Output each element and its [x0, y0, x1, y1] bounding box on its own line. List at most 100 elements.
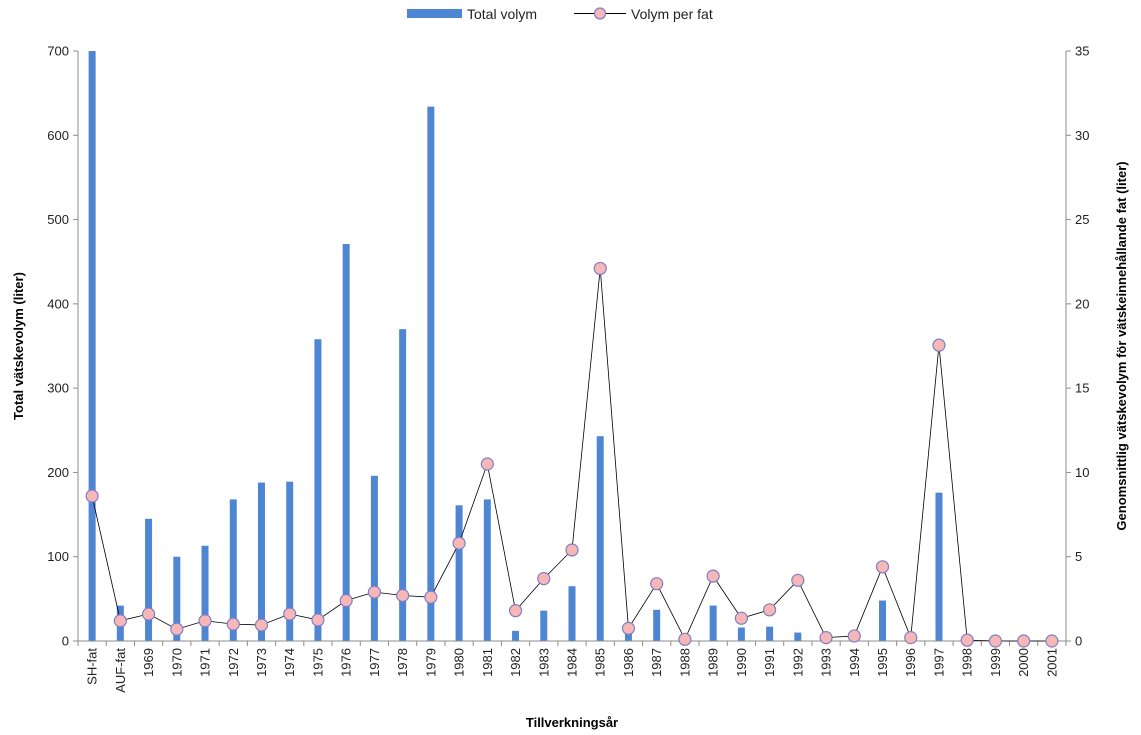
x-tick-label-1973: 1973: [254, 648, 269, 677]
point-1985: [593, 261, 607, 276]
point-1974: [283, 607, 297, 621]
y-tick-left-label: 500: [47, 212, 69, 227]
x-tick-label-1980: 1980: [452, 648, 467, 677]
bar-1987: [653, 609, 661, 641]
bar-1995: [879, 600, 887, 641]
point-1975: [311, 613, 325, 627]
y-tick-right-label: 30: [1075, 128, 1089, 143]
bar-SH-fat: [88, 51, 96, 641]
y-tick-right-label: 35: [1075, 44, 1089, 59]
x-tick-label-1994: 1994: [847, 648, 862, 677]
point-1993: [819, 631, 833, 645]
x-tick-label-1978: 1978: [395, 648, 410, 677]
point-1969: [141, 607, 156, 621]
point-2001: [1045, 634, 1059, 648]
y-tick-left-label: 200: [47, 465, 69, 480]
x-tick-label-AUF-fat: AUF-fat: [113, 648, 128, 693]
bar-1986: [624, 630, 632, 641]
bar-1974: [286, 481, 294, 641]
x-tick-label-1985: 1985: [593, 648, 608, 677]
x-tick-label-1993: 1993: [819, 648, 834, 677]
point-1976: [339, 593, 353, 608]
point-1978: [396, 588, 410, 603]
y-ticks-left: 0 100 200 300 400 500 600 700: [47, 44, 78, 649]
x-tick-label-SH-fat: SH-fat: [85, 648, 100, 685]
x-axis-title: Tillverkningsår: [526, 715, 618, 730]
x-tick-label-1972: 1972: [226, 648, 241, 677]
x-tick-label-1995: 1995: [875, 648, 890, 677]
bar-1989: [709, 605, 717, 641]
point-1990: [734, 611, 748, 625]
x-tick-label-1991: 1991: [762, 648, 777, 677]
point-1984: [565, 543, 579, 557]
x-tick-label-2000: 2000: [1016, 648, 1031, 677]
legend-swatch-total-volym: [407, 9, 462, 18]
x-tick-label-1988: 1988: [677, 648, 692, 677]
x-tick-label-1975: 1975: [310, 648, 325, 677]
bar-1972: [229, 499, 237, 641]
x-tick-label-1970: 1970: [169, 648, 184, 677]
x-tick-label-1992: 1992: [790, 648, 805, 677]
bar-1977: [370, 475, 378, 641]
y-axis-title-left: Total vätskevolym (liter): [11, 272, 26, 420]
x-tick-label-1977: 1977: [367, 648, 382, 677]
y-tick-left-label: 400: [47, 296, 69, 311]
y-tick-right-label: 15: [1075, 381, 1089, 396]
x-ticks: SH-fat AUF-fat 1969 1970 1971 1972 1973 1974 197…: [77, 641, 1067, 693]
y-tick-right-label: 25: [1075, 212, 1089, 227]
x-tick-label-1998: 1998: [960, 648, 975, 677]
y-tick-right-label: 20: [1075, 296, 1089, 311]
bar-1975: [314, 339, 322, 641]
y-tick-left-label: 300: [47, 381, 69, 396]
bar-1969: [145, 518, 153, 641]
point-1973: [254, 618, 269, 632]
point-1995: [875, 560, 890, 574]
x-tick-label-1976: 1976: [339, 648, 354, 677]
bar-1971: [201, 545, 209, 641]
point-1989: [706, 569, 720, 583]
bar-1983: [540, 610, 548, 641]
point-2000: [1017, 634, 1031, 648]
legend: Total volym Volym per fat: [407, 6, 713, 22]
axes: [77, 51, 1067, 642]
x-tick-label-1981: 1981: [480, 648, 495, 677]
bar-1978: [399, 329, 407, 641]
point-1996: [904, 631, 918, 645]
bar-1992: [794, 632, 802, 641]
point-1980: [452, 536, 466, 550]
point-1986: [621, 621, 636, 635]
bar-1979: [427, 106, 435, 642]
bar-1982: [512, 630, 520, 641]
bar-1973: [257, 482, 265, 641]
x-tick-label-1982: 1982: [508, 648, 523, 677]
y-tick-left-label: 700: [47, 44, 69, 59]
x-tick-label-1971: 1971: [198, 648, 213, 677]
point-1982: [508, 604, 523, 618]
legend-marker-volym-per-fat: [593, 7, 607, 20]
x-tick-label-1983: 1983: [536, 648, 551, 677]
bar-1984: [568, 586, 576, 641]
x-tick-label-1974: 1974: [282, 648, 297, 677]
point-1994: [847, 629, 861, 643]
y-tick-left-label: 0: [62, 634, 69, 649]
bar-1981: [483, 499, 491, 641]
x-tick-label-1989: 1989: [706, 648, 721, 677]
point-1970: [170, 622, 184, 636]
point-AUF-fat: [113, 614, 127, 628]
y-tick-left-label: 100: [47, 549, 69, 564]
bar-1980: [455, 505, 463, 641]
point-1987: [650, 577, 664, 591]
point-1992: [791, 573, 805, 587]
bar-1976: [342, 244, 350, 641]
point-1977: [367, 585, 381, 599]
y-ticks-right: 0 5 10 15 20 25 30 35: [1066, 44, 1089, 649]
point-1972: [226, 617, 240, 631]
x-tick-label-2001: 2001: [1044, 648, 1059, 677]
point-1997: [932, 338, 946, 352]
point-1983: [537, 572, 551, 586]
bars: [88, 51, 971, 642]
point-SH-fat: [85, 489, 99, 503]
bar-1991: [766, 626, 774, 641]
x-tick-label-1987: 1987: [649, 648, 664, 677]
x-tick-label-1999: 1999: [988, 648, 1003, 677]
